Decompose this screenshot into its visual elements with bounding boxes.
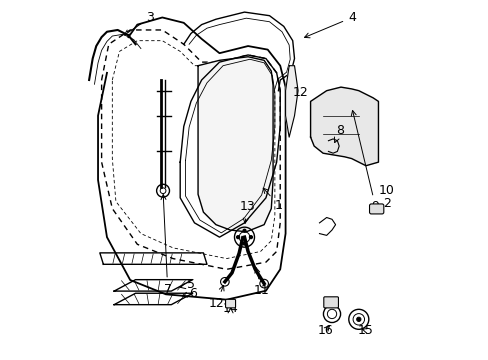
Circle shape: [243, 242, 245, 245]
Text: 15: 15: [357, 324, 372, 337]
Text: 9: 9: [350, 111, 379, 213]
FancyBboxPatch shape: [369, 204, 383, 214]
Text: 1: 1: [263, 188, 282, 212]
Polygon shape: [198, 57, 272, 232]
Text: 3: 3: [124, 11, 154, 35]
FancyBboxPatch shape: [225, 299, 235, 308]
Circle shape: [243, 229, 245, 232]
Text: 8: 8: [334, 123, 344, 143]
Text: 7: 7: [161, 194, 171, 296]
Circle shape: [356, 317, 360, 321]
Polygon shape: [285, 66, 298, 137]
Text: 14: 14: [222, 302, 238, 315]
Text: 4: 4: [304, 11, 355, 38]
Text: 2: 2: [376, 197, 390, 210]
Text: 12: 12: [208, 285, 224, 310]
Text: 12: 12: [292, 86, 308, 99]
Circle shape: [236, 236, 239, 239]
Text: 13: 13: [239, 201, 255, 223]
Text: 5: 5: [180, 278, 195, 291]
Circle shape: [249, 236, 252, 239]
Text: 11: 11: [253, 268, 269, 297]
Text: 10: 10: [378, 184, 393, 197]
Text: 16: 16: [317, 324, 333, 337]
FancyBboxPatch shape: [323, 297, 338, 308]
Polygon shape: [310, 87, 378, 166]
Text: 6: 6: [182, 287, 197, 300]
